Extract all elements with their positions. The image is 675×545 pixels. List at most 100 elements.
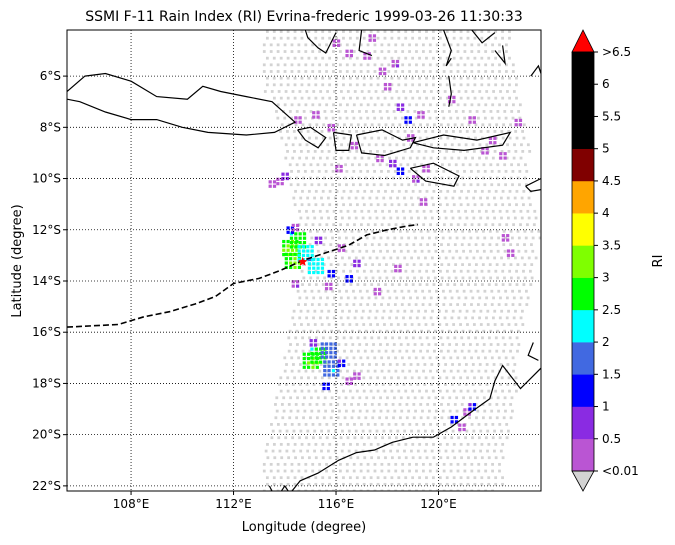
swath-pixel: [262, 469, 266, 473]
rain-pixel: [290, 230, 295, 234]
swath-pixel: [328, 83, 332, 87]
swath-pixel: [332, 423, 336, 426]
swath-pixel: [362, 76, 366, 80]
swath-pixel: [358, 289, 362, 293]
rain-pixel: [342, 244, 346, 248]
swath-pixel: [408, 63, 411, 67]
swath-pixel: [404, 283, 408, 286]
swath-pixel: [283, 43, 287, 47]
swath-pixel: [429, 223, 432, 227]
swath-pixel: [518, 289, 521, 293]
swath-pixel: [305, 383, 309, 386]
swath-pixel: [393, 169, 397, 173]
swath-pixel: [388, 316, 392, 320]
rain-pixel: [320, 346, 324, 350]
swath-pixel: [372, 236, 376, 240]
swath-pixel: [376, 269, 380, 273]
swath-pixel: [330, 329, 334, 333]
swath-pixel: [473, 376, 476, 380]
swath-pixel: [290, 63, 294, 67]
swath-pixel: [301, 336, 305, 340]
swath-pixel: [491, 70, 494, 73]
swath-pixel: [512, 103, 515, 107]
swath-pixel: [296, 409, 300, 413]
storm-center-marker: [298, 256, 308, 266]
swath-pixel: [435, 116, 439, 120]
y-tick-label: 10°S: [32, 172, 61, 186]
swath-pixel: [384, 189, 387, 193]
rain-pixel: [282, 244, 286, 248]
swath-pixel: [351, 409, 355, 413]
swath-pixel: [469, 249, 472, 253]
rain-pixel: [314, 236, 318, 240]
swath-pixel: [513, 143, 516, 147]
swath-pixel: [363, 403, 367, 406]
swath-pixel: [482, 396, 486, 400]
swath-pixel: [372, 289, 376, 293]
swath-pixel: [471, 383, 475, 386]
swath-pixel: [389, 196, 393, 200]
swath-pixel: [494, 203, 498, 207]
swath-pixel: [382, 309, 386, 313]
swath-pixel: [520, 143, 523, 147]
swath-pixel: [277, 90, 281, 93]
coastline: [443, 30, 452, 67]
rain-pixel: [319, 240, 323, 245]
swath-pixel: [339, 103, 342, 107]
swath-pixel: [336, 243, 340, 247]
swath-pixel: [391, 136, 394, 140]
swath-pixel: [423, 196, 427, 200]
swath-pixel: [443, 223, 446, 227]
swath-pixel: [511, 116, 515, 120]
swath-pixel: [292, 363, 295, 366]
rain-pixel: [286, 230, 290, 234]
swath-pixel: [355, 482, 359, 486]
colorbar: [571, 29, 595, 492]
swath-pixel: [485, 143, 489, 147]
swath-pixel: [287, 456, 291, 460]
swath-pixel: [465, 449, 469, 453]
swath-pixel: [342, 269, 346, 273]
swath-pixel: [318, 489, 322, 491]
swath-pixel: [282, 409, 286, 413]
swath-pixel: [375, 196, 379, 200]
swath-pixel: [417, 323, 421, 326]
swath-pixel: [290, 70, 294, 73]
swath-pixel: [345, 462, 349, 466]
rain-pixel: [310, 351, 314, 356]
swath-pixel: [414, 236, 417, 240]
swath-pixel: [447, 276, 451, 280]
swath-pixel: [505, 70, 508, 73]
swath-pixel: [369, 376, 373, 380]
colorbar-frame: [571, 51, 595, 472]
swath-pixel: [345, 70, 349, 73]
swath-pixel: [433, 349, 436, 353]
swath-pixel: [431, 389, 435, 393]
swath-pixel: [507, 256, 510, 260]
swath-pixel: [357, 329, 361, 333]
swath-pixel: [293, 149, 296, 153]
swath-pixel: [379, 409, 383, 413]
swath-pixel: [415, 43, 418, 47]
swath-pixel: [295, 163, 299, 167]
swath-pixel: [416, 296, 419, 300]
swath-pixel: [360, 436, 364, 440]
swath-pixel: [369, 323, 373, 326]
swath-pixel: [408, 316, 412, 320]
rain-pixel: [426, 164, 430, 169]
swath-pixel: [335, 269, 339, 273]
swath-pixel: [383, 442, 387, 446]
swath-pixel: [314, 283, 318, 286]
rain-pixel: [394, 269, 398, 273]
swath-pixel: [335, 283, 339, 286]
swath-pixel: [494, 336, 498, 340]
swath-pixel: [395, 383, 399, 386]
swath-pixel: [332, 50, 335, 53]
swath-pixel: [501, 136, 505, 140]
swath-pixel: [394, 356, 397, 360]
swath-pixel: [401, 63, 405, 67]
swath-pixel: [265, 56, 269, 60]
swath-pixel: [448, 249, 452, 253]
rain-pixel: [291, 223, 295, 228]
swath-pixel: [397, 30, 401, 33]
